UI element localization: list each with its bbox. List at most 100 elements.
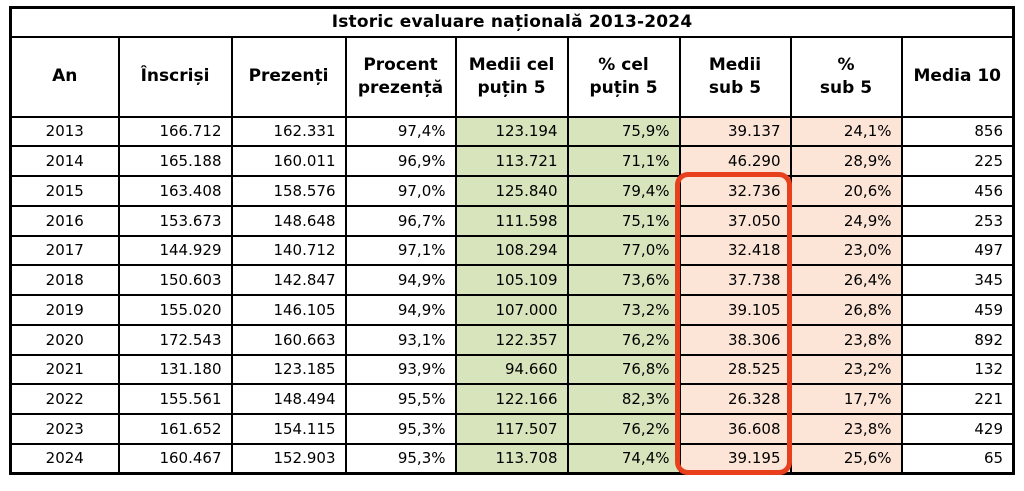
cell-value: 123.185 bbox=[230, 353, 347, 386]
cell-value: 125.840 bbox=[454, 175, 569, 207]
cell-value: 74,4% bbox=[566, 442, 681, 475]
cell-value: 122.357 bbox=[454, 323, 569, 356]
cell-value: 107.000 bbox=[454, 294, 569, 326]
cell-value: 94.660 bbox=[454, 353, 569, 386]
cell-value: 76,2% bbox=[566, 413, 681, 445]
cell-value: 20,6% bbox=[789, 175, 903, 207]
cell-value: 36.608 bbox=[678, 413, 792, 445]
cell-value: 95,5% bbox=[344, 383, 457, 415]
cell-value: 46.290 bbox=[678, 145, 792, 177]
table-body: 2013 166.712 162.331 97,4% 123.194 75,9% 39.13… bbox=[9, 115, 1015, 475]
cell-value: 111.598 bbox=[454, 204, 569, 237]
cell-value: 152.903 bbox=[230, 442, 347, 475]
column-header-3: Procent prezență bbox=[344, 35, 457, 118]
cell-value: 39.105 bbox=[678, 294, 792, 326]
cell-year: 2013 bbox=[9, 115, 120, 148]
cell-value: 96,9% bbox=[344, 145, 457, 177]
cell-value: 155.020 bbox=[117, 294, 233, 326]
cell-value: 39.195 bbox=[678, 442, 792, 475]
table-row: 2017 144.929 140.712 97,1% 108.294 77,0% 32.41… bbox=[9, 234, 1015, 267]
table-row: 2020 172.543 160.663 93,1% 122.357 76,2% 38.30… bbox=[9, 323, 1015, 356]
table-row: 2019 155.020 146.105 94,9% 107.000 73,2% 39.10… bbox=[9, 294, 1015, 326]
cell-value: 225 bbox=[900, 145, 1015, 177]
cell-value: 77,0% bbox=[566, 234, 681, 267]
cell-year: 2018 bbox=[9, 264, 120, 296]
cell-year: 2016 bbox=[9, 204, 120, 237]
table-row: 2016 153.673 148.648 96,7% 111.598 75,1% 37.05… bbox=[9, 204, 1015, 237]
cell-year: 2019 bbox=[9, 294, 120, 326]
cell-value: 23,0% bbox=[789, 234, 903, 267]
cell-value: 153.673 bbox=[117, 204, 233, 237]
cell-value: 892 bbox=[900, 323, 1015, 356]
cell-value: 75,1% bbox=[566, 204, 681, 237]
column-header-4: Medii cel puțin 5 bbox=[454, 35, 569, 118]
column-header-6: Medii sub 5 bbox=[678, 35, 792, 118]
table-row: 2014 165.188 160.011 96,9% 113.721 71,1% 46.29… bbox=[9, 145, 1015, 177]
column-header-2: Prezenți bbox=[230, 35, 347, 118]
cell-value: 76,2% bbox=[566, 323, 681, 356]
cell-value: 140.712 bbox=[230, 234, 347, 267]
cell-value: 76,8% bbox=[566, 353, 681, 386]
cell-value: 26,4% bbox=[789, 264, 903, 296]
cell-value: 75,9% bbox=[566, 115, 681, 148]
cell-value: 221 bbox=[900, 383, 1015, 415]
cell-value: 166.712 bbox=[117, 115, 233, 148]
cell-value: 856 bbox=[900, 115, 1015, 148]
cell-value: 253 bbox=[900, 204, 1015, 237]
cell-value: 28,9% bbox=[789, 145, 903, 177]
cell-value: 37.738 bbox=[678, 264, 792, 296]
cell-value: 345 bbox=[900, 264, 1015, 296]
cell-value: 162.331 bbox=[230, 115, 347, 148]
column-header-7: % sub 5 bbox=[789, 35, 903, 118]
cell-value: 150.603 bbox=[117, 264, 233, 296]
cell-value: 161.652 bbox=[117, 413, 233, 445]
cell-value: 148.648 bbox=[230, 204, 347, 237]
cell-value: 113.708 bbox=[454, 442, 569, 475]
cell-value: 71,1% bbox=[566, 145, 681, 177]
cell-value: 459 bbox=[900, 294, 1015, 326]
cell-value: 172.543 bbox=[117, 323, 233, 356]
cell-value: 96,7% bbox=[344, 204, 457, 237]
cell-value: 95,3% bbox=[344, 442, 457, 475]
cell-value: 17,7% bbox=[789, 383, 903, 415]
cell-value: 32.418 bbox=[678, 234, 792, 267]
cell-value: 105.109 bbox=[454, 264, 569, 296]
cell-year: 2022 bbox=[9, 383, 120, 415]
cell-value: 154.115 bbox=[230, 413, 347, 445]
cell-value: 123.194 bbox=[454, 115, 569, 148]
table-head: Istoric evaluare națională 2013-2024 An Î… bbox=[9, 6, 1015, 118]
cell-value: 108.294 bbox=[454, 234, 569, 267]
cell-value: 24,9% bbox=[789, 204, 903, 237]
cell-year: 2023 bbox=[9, 413, 120, 445]
cell-value: 37.050 bbox=[678, 204, 792, 237]
cell-value: 32.736 bbox=[678, 175, 792, 207]
data-table: Istoric evaluare națională 2013-2024 An Î… bbox=[9, 6, 1016, 475]
cell-year: 2024 bbox=[9, 442, 120, 475]
cell-value: 117.507 bbox=[454, 413, 569, 445]
cell-value: 73,6% bbox=[566, 264, 681, 296]
cell-value: 429 bbox=[900, 413, 1015, 445]
cell-value: 93,1% bbox=[344, 323, 457, 356]
cell-value: 97,4% bbox=[344, 115, 457, 148]
cell-year: 2014 bbox=[9, 145, 120, 177]
cell-value: 26.328 bbox=[678, 383, 792, 415]
cell-value: 23,8% bbox=[789, 323, 903, 356]
cell-year: 2020 bbox=[9, 323, 120, 356]
cell-value: 160.663 bbox=[230, 323, 347, 356]
cell-value: 142.847 bbox=[230, 264, 347, 296]
cell-value: 38.306 bbox=[678, 323, 792, 356]
cell-value: 97,1% bbox=[344, 234, 457, 267]
cell-value: 97,0% bbox=[344, 175, 457, 207]
cell-value: 25,6% bbox=[789, 442, 903, 475]
cell-value: 26,8% bbox=[789, 294, 903, 326]
table-title: Istoric evaluare națională 2013-2024 bbox=[9, 6, 1015, 38]
cell-value: 158.576 bbox=[230, 175, 347, 207]
title-row: Istoric evaluare națională 2013-2024 bbox=[9, 6, 1015, 38]
cell-value: 155.561 bbox=[117, 383, 233, 415]
cell-value: 94,9% bbox=[344, 294, 457, 326]
cell-year: 2021 bbox=[9, 353, 120, 386]
table-row: 2024 160.467 152.903 95,3% 113.708 74,4% 39.19… bbox=[9, 442, 1015, 475]
table-row: 2021 131.180 123.185 93,9% 94.660 76,8% 28.525… bbox=[9, 353, 1015, 386]
cell-value: 497 bbox=[900, 234, 1015, 267]
cell-value: 23,8% bbox=[789, 413, 903, 445]
